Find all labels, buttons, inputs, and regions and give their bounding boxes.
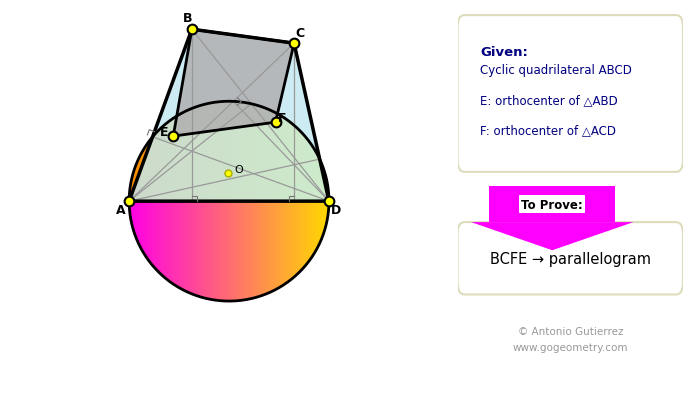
Text: To Prove:: To Prove: (521, 198, 583, 211)
Text: © Antonio Gutierrez: © Antonio Gutierrez (518, 326, 623, 336)
Text: F: orthocenter of △ACD: F: orthocenter of △ACD (480, 124, 616, 137)
Text: BCFE → parallelogram: BCFE → parallelogram (490, 251, 651, 266)
Text: www.gogeometry.com: www.gogeometry.com (512, 342, 628, 352)
Text: F: F (278, 112, 287, 125)
FancyBboxPatch shape (458, 16, 683, 172)
Text: B: B (182, 12, 192, 25)
Polygon shape (489, 186, 615, 223)
Text: A: A (116, 204, 126, 217)
Text: Given:: Given: (480, 46, 528, 59)
Text: D: D (331, 204, 342, 217)
Text: E: orthocenter of △ABD: E: orthocenter of △ABD (480, 94, 618, 107)
Polygon shape (173, 30, 294, 137)
Text: E: E (160, 126, 168, 139)
Text: C: C (295, 27, 304, 41)
Polygon shape (129, 30, 329, 202)
Text: Cyclic quadrilateral ABCD: Cyclic quadrilateral ABCD (480, 64, 632, 77)
Polygon shape (471, 223, 633, 251)
Text: O: O (235, 165, 243, 175)
FancyBboxPatch shape (458, 223, 683, 295)
